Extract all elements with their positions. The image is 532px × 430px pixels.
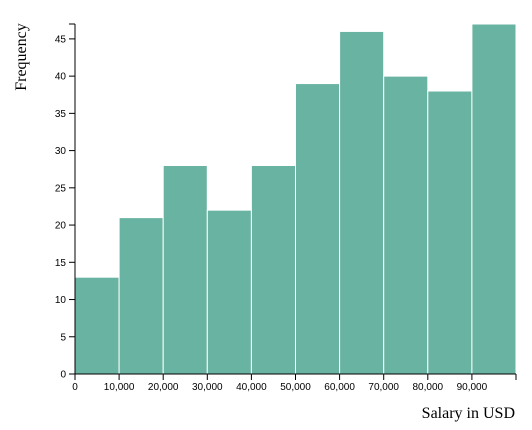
histogram-bar xyxy=(427,90,473,375)
x-tick-label: 40,000 xyxy=(236,382,267,393)
x-tick-label: 90,000 xyxy=(457,382,488,393)
histogram-bar xyxy=(471,23,517,375)
histogram-bar xyxy=(295,83,341,375)
x-tick-label: 70,000 xyxy=(368,382,399,393)
x-tick-label: 80,000 xyxy=(413,382,444,393)
y-tick-label: 20 xyxy=(55,221,67,232)
bars-group xyxy=(74,23,517,375)
histogram-bar xyxy=(206,209,252,375)
x-axis-title: Salary in USD xyxy=(422,405,515,422)
y-tick-label: 10 xyxy=(55,295,67,306)
y-tick-label: 5 xyxy=(60,332,66,343)
histogram-bar xyxy=(250,164,296,375)
x-tick-label: 30,000 xyxy=(192,382,223,393)
y-tick-label: 25 xyxy=(55,183,67,194)
y-axis: 0 5 10 15 20 25 30 35 40 45 xyxy=(55,23,76,381)
histogram-bar xyxy=(162,164,208,375)
histogram-bar xyxy=(74,276,120,375)
histogram-bar xyxy=(339,30,385,375)
y-tick-label: 15 xyxy=(55,258,67,269)
y-tick-label: 40 xyxy=(55,72,67,83)
x-tick-label: 60,000 xyxy=(324,382,355,393)
histogram-bar xyxy=(118,217,164,375)
x-tick-label: 20,000 xyxy=(148,382,179,393)
histogram-bar xyxy=(383,75,429,375)
y-tick-label: 0 xyxy=(60,370,66,381)
y-tick-label: 30 xyxy=(55,146,67,157)
x-tick-label: 50,000 xyxy=(280,382,311,393)
y-tick-label: 45 xyxy=(55,34,67,45)
y-tick-label: 35 xyxy=(55,109,67,120)
x-tick-label: 0 xyxy=(72,382,78,393)
y-axis-title: Frequency xyxy=(13,23,30,91)
x-axis: 0 10,000 20,000 30,000 40,000 50,000 60,000 70,… xyxy=(72,373,517,393)
x-tick-label: 10,000 xyxy=(104,382,135,393)
